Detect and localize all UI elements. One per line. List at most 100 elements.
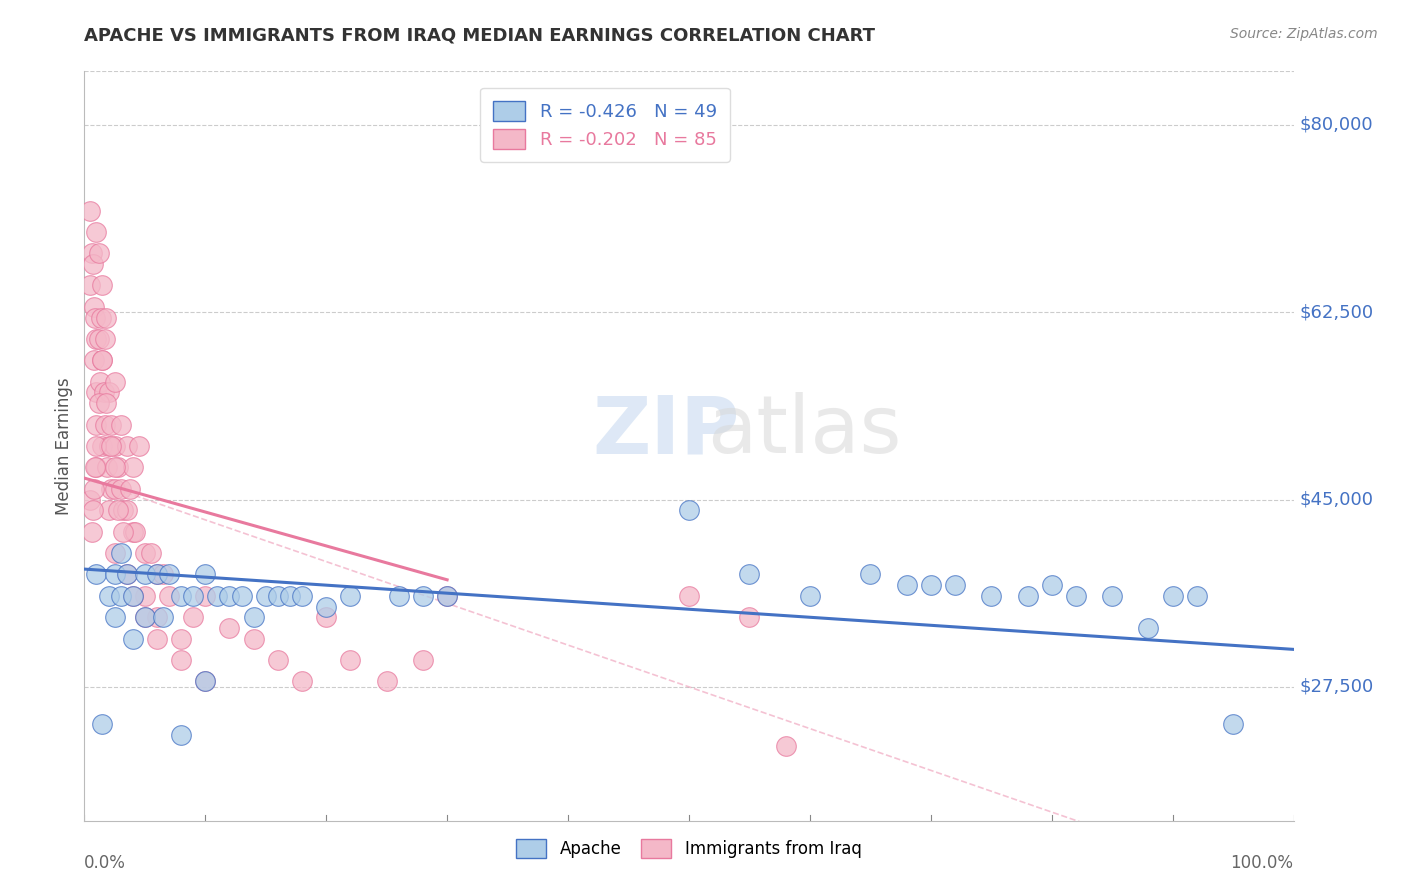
Point <box>87 396 110 410</box>
Point <box>339 589 361 603</box>
Point <box>412 589 434 603</box>
Point <box>112 524 135 539</box>
Point <box>104 546 127 560</box>
Point <box>146 632 169 646</box>
Point <box>799 589 821 603</box>
Point <box>278 589 301 603</box>
Point <box>94 332 117 346</box>
Point <box>110 546 132 560</box>
Point <box>738 567 761 582</box>
Point <box>89 375 111 389</box>
Point <box>218 589 240 603</box>
Point <box>86 460 108 475</box>
Point <box>91 353 114 368</box>
Point <box>87 332 110 346</box>
Point <box>242 610 264 624</box>
Point <box>157 567 180 582</box>
Point <box>1185 589 1208 603</box>
Point <box>436 589 458 603</box>
Point <box>134 567 156 582</box>
Point <box>775 739 797 753</box>
Point <box>79 492 101 507</box>
Point <box>181 589 204 603</box>
Point <box>194 589 217 603</box>
Point <box>1040 578 1063 592</box>
Point <box>121 632 143 646</box>
Point <box>146 567 169 582</box>
Point <box>120 482 142 496</box>
Point <box>104 567 127 582</box>
Point <box>97 503 120 517</box>
Point <box>110 482 132 496</box>
Point <box>97 589 120 603</box>
Point <box>134 589 156 603</box>
Point <box>412 653 434 667</box>
Text: $27,500: $27,500 <box>1299 678 1374 696</box>
Point <box>121 460 143 475</box>
Point <box>115 567 138 582</box>
Point <box>86 567 108 582</box>
Point <box>339 653 361 667</box>
Point <box>91 439 114 453</box>
Point <box>738 610 761 624</box>
Point <box>267 653 290 667</box>
Point <box>79 203 101 218</box>
Point <box>94 417 117 432</box>
Point <box>146 610 169 624</box>
Point <box>91 717 114 731</box>
Text: atlas: atlas <box>707 392 901 470</box>
Point <box>115 439 138 453</box>
Point <box>79 278 101 293</box>
Text: 100.0%: 100.0% <box>1230 855 1294 872</box>
Point <box>100 482 122 496</box>
Point <box>86 385 108 400</box>
Point <box>90 310 112 325</box>
Point <box>87 246 110 260</box>
Point <box>94 396 117 410</box>
Point <box>181 610 204 624</box>
Point <box>96 460 118 475</box>
Point <box>267 589 290 603</box>
Point <box>107 460 129 475</box>
Point <box>97 385 120 400</box>
Point <box>134 610 156 624</box>
Point <box>315 599 337 614</box>
Point <box>315 610 337 624</box>
Point <box>104 460 127 475</box>
Point <box>110 417 132 432</box>
Point <box>134 546 156 560</box>
Text: $45,000: $45,000 <box>1299 491 1374 508</box>
Point <box>291 589 314 603</box>
Point <box>86 439 108 453</box>
Point <box>134 610 156 624</box>
Point <box>93 385 115 400</box>
Point <box>152 567 174 582</box>
Point <box>242 632 264 646</box>
Point <box>375 674 398 689</box>
Point <box>943 578 966 592</box>
Point <box>104 375 127 389</box>
Point <box>291 674 314 689</box>
Point <box>980 589 1002 603</box>
Point <box>207 589 229 603</box>
Point <box>112 503 135 517</box>
Point <box>678 503 700 517</box>
Point <box>83 353 105 368</box>
Point <box>86 417 108 432</box>
Point <box>121 589 143 603</box>
Text: 0.0%: 0.0% <box>84 855 127 872</box>
Point <box>100 439 122 453</box>
Point <box>1222 717 1244 731</box>
Point <box>1017 589 1039 603</box>
Point <box>1101 589 1123 603</box>
Point <box>388 589 411 603</box>
Point <box>115 503 138 517</box>
Point <box>1161 589 1184 603</box>
Point <box>170 632 193 646</box>
Point <box>84 460 107 475</box>
Point <box>896 578 918 592</box>
Point <box>194 674 217 689</box>
Point <box>84 310 107 325</box>
Point <box>91 278 114 293</box>
Point <box>82 503 104 517</box>
